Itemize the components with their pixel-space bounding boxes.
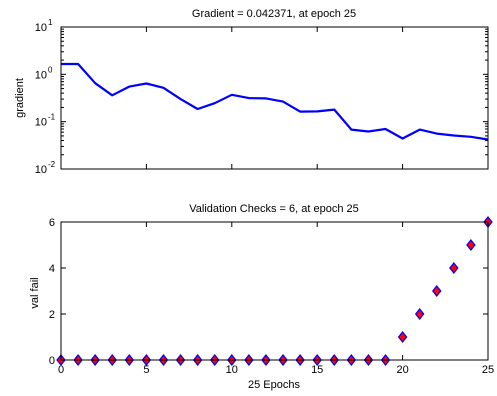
validation-x-tick-label: 0: [58, 364, 64, 376]
validation-y-tick-label: 2: [49, 309, 55, 321]
validation-plot-title: Validation Checks = 6, at epoch 25: [189, 203, 359, 215]
gradient-y-tick-exponent: 1: [48, 18, 53, 27]
gradient-y-tick-label: 10: [35, 22, 47, 34]
validation-ticks: 0 2 4 6 0 5 10 15 20 25: [49, 217, 494, 376]
validation-point: [449, 262, 459, 274]
gradient-y-tick-label: 10: [35, 164, 47, 176]
validation-subplot: Validation Checks = 6, at epoch 25 val f…: [29, 203, 494, 391]
gradient-y-tick-label: 10: [35, 117, 47, 129]
validation-plot-frame: [60, 221, 489, 361]
gradient-plot-frame: [60, 26, 489, 170]
validation-x-tick-label: 20: [396, 364, 408, 376]
validation-point: [397, 331, 408, 343]
validation-x-axis-label: 25 Epochs: [248, 379, 300, 391]
gradient-line: [61, 62, 489, 141]
validation-y-tick-label: 0: [49, 355, 55, 367]
validation-markers: [56, 216, 493, 366]
validation-point: [431, 285, 442, 297]
validation-x-tick-label: 15: [311, 364, 323, 376]
gradient-plot-title: Gradient = 0.042371, at epoch 25: [192, 8, 356, 20]
validation-x-tick-label: 10: [226, 364, 238, 376]
validation-x-tick-label: 5: [143, 364, 149, 376]
gradient-y-tick-exponent: -2: [48, 160, 56, 169]
validation-y-axis-label: val fail: [29, 277, 41, 308]
gradient-y-tick-exponent: -1: [48, 113, 56, 122]
validation-point: [466, 239, 476, 251]
gradient-y-tick-exponent: 0: [48, 65, 53, 74]
validation-x-tick-label: 25: [482, 364, 494, 376]
gradient-y-axis-label: gradient: [14, 78, 26, 118]
validation-y-tick-label: 6: [49, 217, 55, 229]
gradient-subplot: Gradient = 0.042371, at epoch 25 gradien…: [14, 8, 489, 176]
validation-y-tick-label: 4: [49, 263, 55, 275]
validation-point: [414, 308, 425, 320]
gradient-y-tick-label: 10: [35, 69, 47, 81]
